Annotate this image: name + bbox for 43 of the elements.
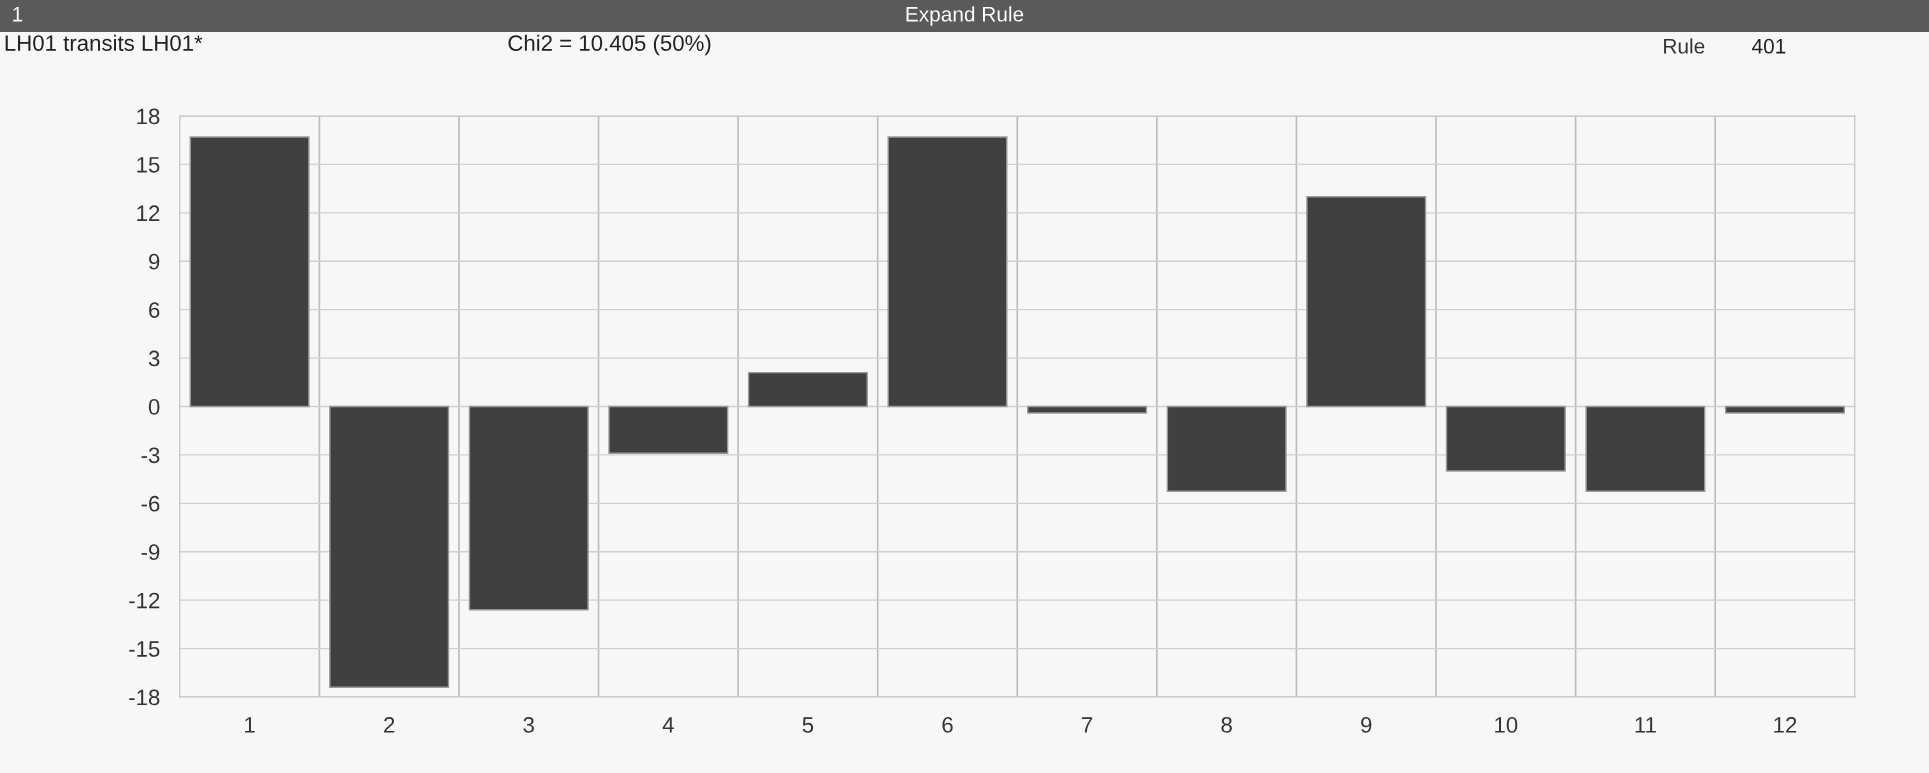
y-tick-label: -12 bbox=[129, 592, 160, 609]
y-tick-label: 18 bbox=[137, 108, 160, 125]
x-tick-label: 3 bbox=[523, 717, 534, 733]
x-tick-label: 5 bbox=[802, 717, 814, 733]
chart-title: LH01 transits LH01* bbox=[5, 34, 203, 51]
bar bbox=[1306, 195, 1427, 408]
y-tick-label: 15 bbox=[137, 157, 160, 173]
y-tick-label: -9 bbox=[141, 544, 160, 561]
bar bbox=[747, 371, 868, 408]
y-tick-label: -6 bbox=[141, 495, 160, 512]
x-tick-label: 1 bbox=[245, 717, 255, 733]
y-tick-label: 0 bbox=[148, 399, 160, 415]
bar bbox=[1724, 405, 1846, 414]
bar bbox=[329, 405, 450, 689]
bar bbox=[1585, 405, 1706, 492]
x-tick-label: 7 bbox=[1082, 717, 1093, 733]
text: Expand Rule bbox=[906, 6, 1024, 26]
text: 1 bbox=[13, 7, 23, 22]
y-tick-label: -18 bbox=[129, 689, 160, 706]
x-tick-label: 4 bbox=[662, 717, 674, 733]
text: Rule bbox=[1664, 38, 1705, 54]
x-tick-label: 12 bbox=[1774, 717, 1797, 733]
bar bbox=[887, 136, 1008, 408]
x-tick-label: 8 bbox=[1221, 717, 1232, 733]
bar bbox=[1027, 405, 1148, 414]
x-tick-label: 10 bbox=[1495, 717, 1518, 733]
x-tick-label: 2 bbox=[384, 717, 395, 733]
chart-subtitle: Chi2 = 10.405 (50%) bbox=[508, 34, 711, 56]
bar bbox=[1445, 405, 1566, 472]
x-tick-label: 6 bbox=[942, 717, 953, 733]
y-tick-label: -3 bbox=[141, 447, 160, 464]
bar bbox=[189, 136, 310, 408]
y-tick-label: 9 bbox=[149, 253, 160, 270]
y-tick-label: -15 bbox=[129, 641, 160, 657]
x-tick-label: 11 bbox=[1635, 717, 1656, 733]
bar bbox=[468, 405, 589, 611]
y-tick-label: 3 bbox=[148, 350, 160, 367]
y-tick-label: 6 bbox=[149, 302, 160, 318]
text: 401 bbox=[1752, 38, 1786, 54]
bar bbox=[608, 405, 729, 454]
x-tick-label: 9 bbox=[1361, 717, 1372, 733]
bar bbox=[1166, 405, 1287, 492]
y-tick-label: 12 bbox=[137, 205, 160, 221]
